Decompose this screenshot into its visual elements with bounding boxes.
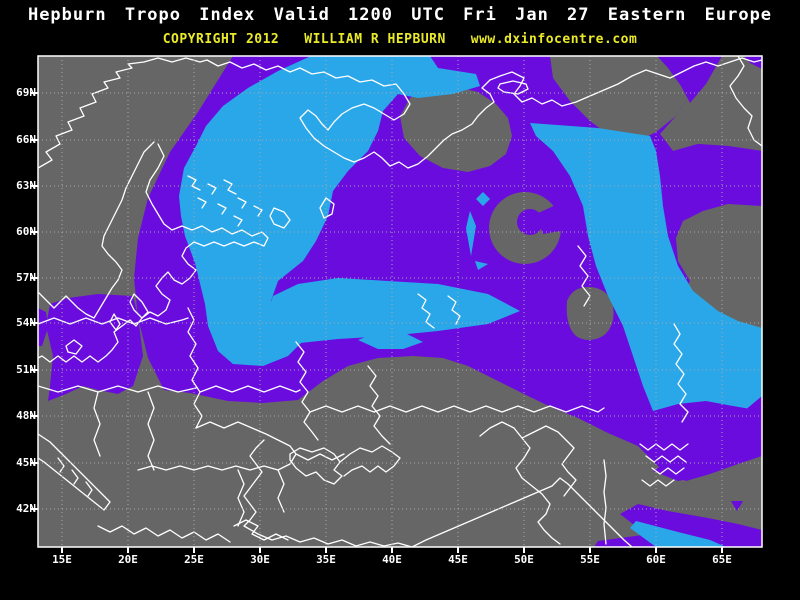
lon-label: 30E bbox=[250, 553, 270, 566]
lon-label: 60E bbox=[646, 553, 666, 566]
lat-label: 54N bbox=[16, 316, 36, 329]
lat-label: 63N bbox=[16, 179, 36, 192]
tropo-region-blue-caucasus bbox=[630, 521, 726, 547]
lon-label: 55E bbox=[580, 553, 600, 566]
lat-label: 48N bbox=[16, 409, 36, 422]
lon-label: 65E bbox=[712, 553, 732, 566]
lon-label: 45E bbox=[448, 553, 468, 566]
lon-label: 20E bbox=[118, 553, 138, 566]
lon-label: 35E bbox=[316, 553, 336, 566]
tropo-region-purple-accents bbox=[517, 56, 762, 236]
lon-label: 40E bbox=[382, 553, 402, 566]
lat-label: 60N bbox=[16, 225, 36, 238]
lat-label: 42N bbox=[16, 502, 36, 515]
lat-label: 69N bbox=[16, 86, 36, 99]
lat-label: 57N bbox=[16, 271, 36, 284]
coastline-layer bbox=[38, 56, 762, 547]
lat-label: 45N bbox=[16, 456, 36, 469]
lat-label: 51N bbox=[16, 363, 36, 376]
tropo-region-gray-patches bbox=[400, 56, 762, 340]
map-frame bbox=[37, 55, 763, 548]
page-title: Hepburn Tropo Index Valid 1200 UTC Fri J… bbox=[27, 5, 773, 25]
lat-label: 66N bbox=[16, 133, 36, 146]
copyright-line: COPYRIGHT 2012 WILLIAM R HEPBURN www.dxi… bbox=[162, 32, 638, 47]
lon-label: 25E bbox=[184, 553, 204, 566]
lon-label: 15E bbox=[52, 553, 72, 566]
graticule-grid bbox=[38, 56, 762, 547]
axis-ticks bbox=[31, 92, 723, 553]
lon-label: 50E bbox=[514, 553, 534, 566]
